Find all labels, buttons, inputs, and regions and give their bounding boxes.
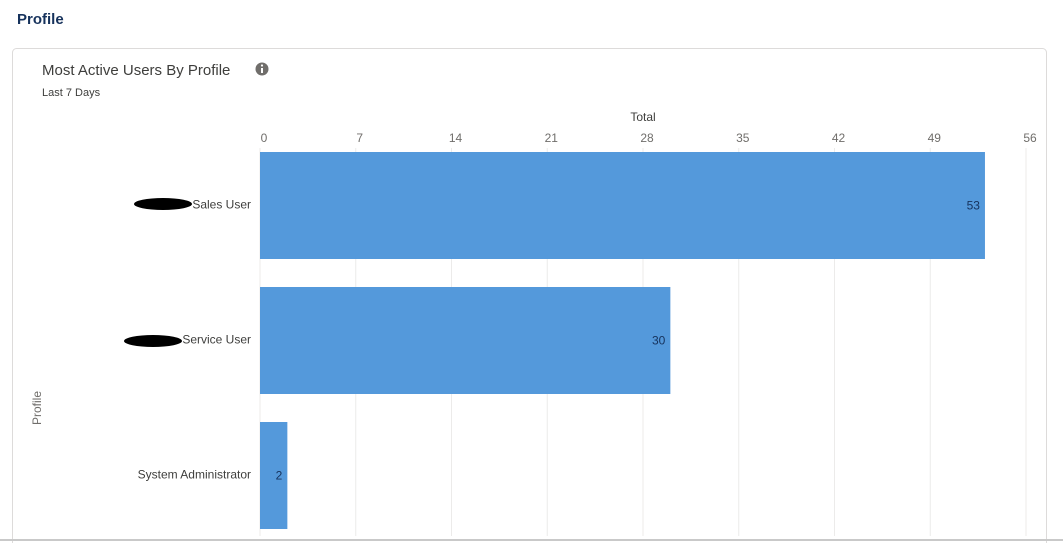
bar <box>260 422 288 529</box>
bar <box>260 152 985 259</box>
chart-subtitle: Last 7 Days <box>42 87 101 99</box>
x-tick-label: 35 <box>736 131 750 145</box>
x-tick-label: 14 <box>449 131 463 145</box>
chart-title: Most Active Users By Profile <box>42 62 230 79</box>
x-tick-label: 42 <box>832 131 846 145</box>
redaction <box>134 198 192 210</box>
x-tick-label: 56 <box>1023 131 1037 145</box>
value-label: 2 <box>276 469 283 483</box>
x-tick-label: 28 <box>640 131 654 145</box>
bar <box>260 287 671 394</box>
x-tick-label: 21 <box>545 131 559 145</box>
x-tick-label: 49 <box>928 131 942 145</box>
x-axis-label: Total <box>630 110 655 124</box>
value-label: 30 <box>652 334 666 348</box>
y-tick-label: System Administrator <box>138 468 251 482</box>
y-tick-label: Sales User <box>192 198 251 212</box>
redaction <box>124 335 182 347</box>
page-title: Profile <box>17 11 64 28</box>
y-axis-label: Profile <box>30 391 44 425</box>
value-label: 53 <box>967 199 981 213</box>
x-tick-label: 7 <box>356 131 363 145</box>
info-icon[interactable] <box>255 62 269 76</box>
x-tick-label: 0 <box>261 131 268 145</box>
y-tick-label: Service User <box>182 333 251 347</box>
